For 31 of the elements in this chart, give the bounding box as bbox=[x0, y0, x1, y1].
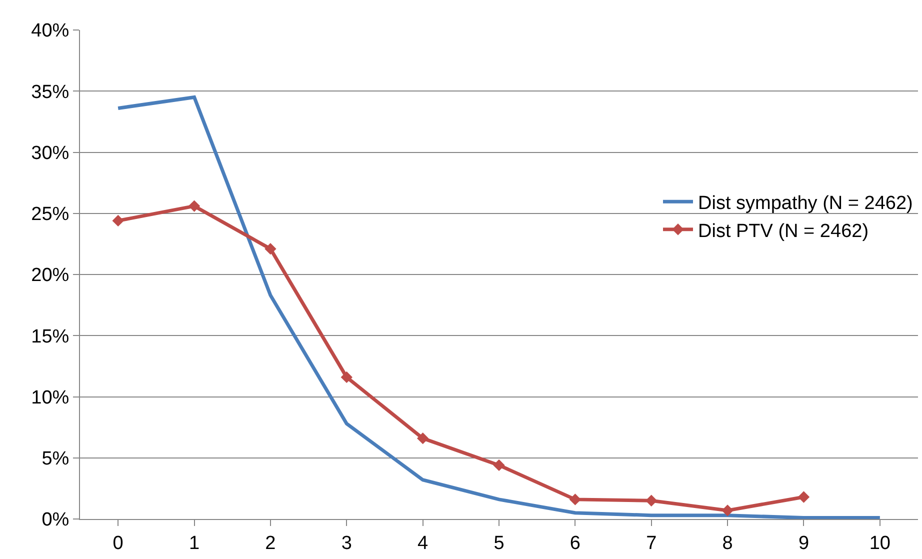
point bbox=[188, 200, 200, 212]
point bbox=[416, 432, 429, 444]
point bbox=[646, 494, 658, 507]
x-tick-label: 7 bbox=[646, 532, 657, 554]
y-tick-label: 10% bbox=[31, 387, 70, 408]
y-tick-label: 20% bbox=[31, 265, 70, 286]
y-tick-label: 15% bbox=[31, 326, 70, 348]
x-tick-label: 4 bbox=[418, 532, 429, 554]
point bbox=[722, 504, 734, 516]
legend-label: Dist sympathy (N = 2462) bbox=[698, 193, 913, 214]
x-tick-label: 6 bbox=[570, 532, 580, 554]
point bbox=[340, 371, 352, 384]
x-tick-label: 1 bbox=[188, 532, 200, 554]
x-tick-label: 3 bbox=[341, 532, 352, 554]
point bbox=[264, 242, 276, 255]
y-tick-label: 40% bbox=[31, 20, 70, 42]
legend-label: Dist PTV (N = 2462) bbox=[698, 220, 869, 242]
point bbox=[112, 214, 124, 227]
y-tick-label: 25% bbox=[31, 204, 70, 226]
point bbox=[798, 491, 810, 503]
x-tick-label: 2 bbox=[265, 532, 276, 554]
y-tick-label: 35% bbox=[31, 82, 70, 103]
x-tick-label: 0 bbox=[112, 532, 124, 554]
y-tick-label: 30% bbox=[31, 142, 70, 164]
y-tick-label: 5% bbox=[42, 448, 70, 470]
point bbox=[493, 459, 505, 472]
x-tick-label: 8 bbox=[722, 532, 733, 554]
x-tick-label: 9 bbox=[798, 532, 810, 554]
x-tick-label: 5 bbox=[494, 532, 504, 554]
y-tick-label: 0% bbox=[42, 510, 70, 531]
x-tick-label: 10 bbox=[869, 532, 890, 554]
